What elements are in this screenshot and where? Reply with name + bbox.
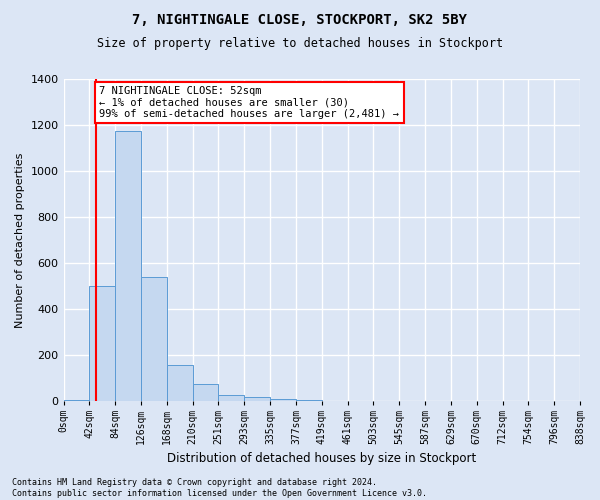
Text: Size of property relative to detached houses in Stockport: Size of property relative to detached ho… bbox=[97, 38, 503, 51]
Bar bbox=[270, 399, 296, 402]
Text: 7 NIGHTINGALE CLOSE: 52sqm
← 1% of detached houses are smaller (30)
99% of semi-: 7 NIGHTINGALE CLOSE: 52sqm ← 1% of detac… bbox=[100, 86, 400, 119]
Text: 7, NIGHTINGALE CLOSE, STOCKPORT, SK2 5BY: 7, NIGHTINGALE CLOSE, STOCKPORT, SK2 5BY bbox=[133, 12, 467, 26]
Y-axis label: Number of detached properties: Number of detached properties bbox=[15, 152, 25, 328]
X-axis label: Distribution of detached houses by size in Stockport: Distribution of detached houses by size … bbox=[167, 452, 476, 465]
Bar bbox=[218, 394, 244, 402]
Bar bbox=[141, 277, 167, 402]
Bar bbox=[296, 400, 322, 402]
Bar bbox=[244, 397, 270, 402]
Bar bbox=[64, 400, 89, 402]
Bar bbox=[193, 384, 218, 402]
Text: Contains HM Land Registry data © Crown copyright and database right 2024.
Contai: Contains HM Land Registry data © Crown c… bbox=[12, 478, 427, 498]
Bar bbox=[89, 286, 115, 402]
Bar bbox=[115, 131, 141, 402]
Bar bbox=[167, 364, 193, 402]
